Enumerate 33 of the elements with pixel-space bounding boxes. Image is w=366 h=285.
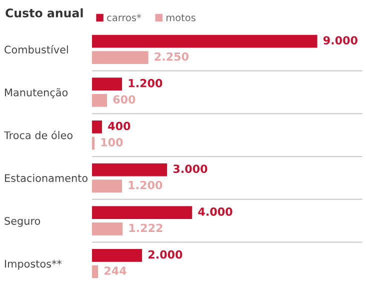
data-label: 2.000 <box>148 250 182 259</box>
data-label: 4.000 <box>198 207 232 216</box>
legend-label: carros* <box>107 14 142 22</box>
bar <box>92 120 102 134</box>
bar <box>92 249 142 262</box>
y-tick-label: Troca de óleo <box>4 130 72 140</box>
bar <box>92 34 318 48</box>
bar <box>92 180 122 192</box>
data-label: 9.000 <box>323 36 358 44</box>
y-tick-label: Estacionamento <box>5 174 88 182</box>
bar <box>92 163 168 176</box>
data-label: 244 <box>104 266 126 275</box>
bar <box>92 265 98 278</box>
legend-label: motos <box>166 14 196 22</box>
bar <box>92 206 192 220</box>
bar <box>92 222 123 236</box>
bar <box>92 136 95 150</box>
y-tick-label: Seguro <box>4 216 40 227</box>
y-tick-label: Manutenção <box>5 88 68 98</box>
y-tick-label: Impostos** <box>5 260 62 270</box>
y-tick-label: Combustível <box>4 45 68 54</box>
bar <box>92 94 108 107</box>
data-label: 1.222 <box>129 224 162 232</box>
data-label: 100 <box>101 138 123 146</box>
bar <box>92 78 122 91</box>
data-label: 600 <box>113 95 136 104</box>
data-label: 1.200 <box>128 78 162 88</box>
data-label: 2.250 <box>154 52 188 61</box>
data-label: 400 <box>108 122 130 130</box>
data-label: 3.000 <box>173 164 208 173</box>
bar <box>92 51 148 64</box>
data-label: 1.200 <box>128 180 162 190</box>
chart-title: Custo anual <box>6 8 83 18</box>
